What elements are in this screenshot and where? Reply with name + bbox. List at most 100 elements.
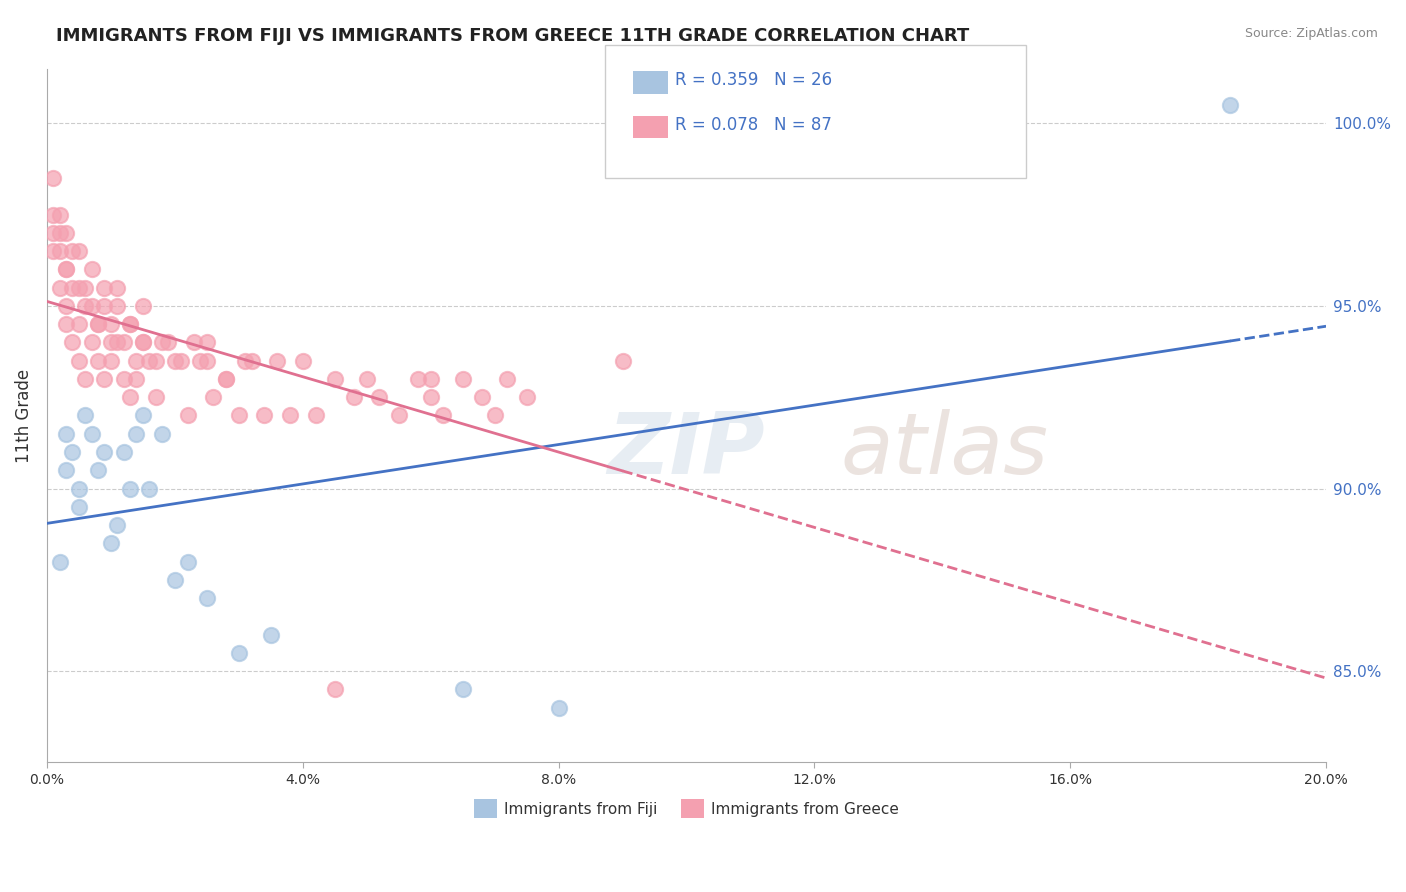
Point: [323, 682, 346, 697]
Point: [48, 555, 70, 569]
Point: [62, 445, 84, 459]
Point: [132, 299, 155, 313]
Point: [93, 372, 115, 386]
Point: [215, 372, 238, 386]
Text: atlas: atlas: [839, 409, 1047, 491]
Point: [145, 353, 167, 368]
Point: [67, 482, 90, 496]
Point: [291, 353, 314, 368]
Point: [343, 390, 366, 404]
Point: [100, 536, 122, 550]
Point: [612, 353, 634, 368]
Point: [125, 353, 148, 368]
Point: [195, 591, 218, 606]
Point: [93, 445, 115, 459]
Point: [75, 372, 97, 386]
Point: [195, 335, 218, 350]
Point: [100, 335, 122, 350]
Point: [260, 627, 283, 641]
Point: [42, 171, 65, 186]
Point: [67, 317, 90, 331]
Point: [55, 426, 77, 441]
Point: [145, 390, 167, 404]
Point: [323, 372, 346, 386]
Point: [62, 280, 84, 294]
Point: [42, 208, 65, 222]
Point: [42, 244, 65, 259]
Point: [304, 409, 326, 423]
Point: [125, 426, 148, 441]
Point: [87, 463, 110, 477]
Point: [150, 335, 173, 350]
Point: [112, 335, 135, 350]
Point: [118, 482, 141, 496]
Point: [471, 390, 494, 404]
Point: [163, 573, 186, 587]
Point: [547, 700, 569, 714]
Point: [87, 353, 110, 368]
Point: [105, 335, 128, 350]
Point: [48, 244, 70, 259]
Point: [163, 353, 186, 368]
Point: [419, 390, 441, 404]
Point: [48, 226, 70, 240]
Point: [451, 682, 474, 697]
Point: [87, 317, 110, 331]
Point: [55, 262, 77, 277]
Point: [105, 299, 128, 313]
Point: [55, 262, 77, 277]
Point: [228, 646, 250, 660]
Point: [516, 390, 538, 404]
Point: [215, 372, 238, 386]
Point: [55, 226, 77, 240]
Point: [62, 335, 84, 350]
Point: [105, 518, 128, 533]
Point: [80, 299, 103, 313]
Point: [170, 353, 193, 368]
Point: [278, 409, 301, 423]
Point: [228, 409, 250, 423]
Point: [183, 335, 205, 350]
Point: [157, 335, 180, 350]
Point: [118, 317, 141, 331]
Point: [93, 299, 115, 313]
Text: Source: ZipAtlas.com: Source: ZipAtlas.com: [1244, 27, 1378, 40]
Point: [388, 409, 411, 423]
Point: [432, 409, 454, 423]
Point: [266, 353, 288, 368]
Point: [55, 317, 77, 331]
Point: [202, 390, 225, 404]
Point: [87, 317, 110, 331]
Point: [67, 500, 90, 514]
Point: [75, 299, 97, 313]
Point: [132, 335, 155, 350]
Point: [484, 409, 506, 423]
Text: R = 0.359   N = 26: R = 0.359 N = 26: [675, 71, 832, 89]
Point: [176, 409, 198, 423]
Point: [118, 317, 141, 331]
Point: [80, 335, 103, 350]
Point: [195, 353, 218, 368]
Point: [125, 372, 148, 386]
Text: IMMIGRANTS FROM FIJI VS IMMIGRANTS FROM GREECE 11TH GRADE CORRELATION CHART: IMMIGRANTS FROM FIJI VS IMMIGRANTS FROM …: [56, 27, 970, 45]
Point: [253, 409, 276, 423]
Point: [138, 482, 160, 496]
Point: [100, 317, 122, 331]
Point: [240, 353, 263, 368]
Text: ZIP: ZIP: [607, 409, 765, 491]
Point: [132, 409, 155, 423]
Point: [62, 244, 84, 259]
Text: R = 0.078   N = 87: R = 0.078 N = 87: [675, 116, 832, 134]
Point: [1219, 98, 1241, 112]
Point: [496, 372, 519, 386]
Point: [118, 390, 141, 404]
Point: [67, 244, 90, 259]
Point: [93, 280, 115, 294]
Point: [105, 280, 128, 294]
Point: [55, 299, 77, 313]
Point: [80, 262, 103, 277]
Point: [100, 353, 122, 368]
Point: [132, 335, 155, 350]
Y-axis label: 11th Grade: 11th Grade: [15, 368, 32, 463]
Point: [48, 208, 70, 222]
